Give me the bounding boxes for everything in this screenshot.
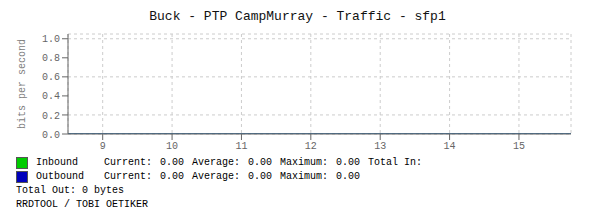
html-text:Maximum:: Maximum: — [280, 171, 329, 182]
svg-text:0.0: 0.0 — [42, 130, 60, 141]
html-text:0.00: 0.00 — [248, 157, 273, 168]
html-text:Maximum:: Maximum: — [280, 157, 329, 168]
html-text:0.00: 0.00 — [336, 157, 361, 168]
svg-text:14: 14 — [444, 141, 456, 152]
svg-text:9: 9 — [100, 141, 106, 152]
svg-text:10: 10 — [166, 141, 178, 152]
html-text:0.00: 0.00 — [160, 157, 184, 168]
html-text:Total Out: 0 bytes: Total Out: 0 bytes — [16, 185, 124, 196]
svg-text:1.0: 1.0 — [42, 34, 60, 45]
html-text:Buck - PTP CampMurray - Traffi: Buck - PTP CampMurray - Traffic - sfp1 — [149, 9, 446, 24]
svg-text:0.2: 0.2 — [42, 111, 60, 122]
svg-text:12: 12 — [305, 141, 317, 152]
html-text:0.00: 0.00 — [160, 171, 184, 182]
html-text:Total In:: Total In: — [368, 157, 423, 168]
html-text:Outbound: Outbound — [36, 171, 84, 182]
svg-text:15: 15 — [513, 141, 525, 152]
svg-text:0.4: 0.4 — [42, 91, 60, 102]
html-text:0.00: 0.00 — [248, 171, 273, 182]
html-text:0.00: 0.00 — [336, 171, 361, 182]
svg-text:11: 11 — [235, 141, 247, 152]
html-text:RRDTOOL / TOBI OETIKER: RRDTOOL / TOBI OETIKER — [16, 199, 148, 210]
html-text:Current:: Current: — [104, 171, 152, 182]
svg-text:0.6: 0.6 — [42, 72, 60, 83]
svg-text:0.8: 0.8 — [42, 53, 60, 64]
html-text:Average:: Average: — [192, 157, 240, 168]
svg-text:13: 13 — [374, 141, 386, 152]
html-text:Average:: Average: — [192, 171, 240, 182]
html-text:Current:: Current: — [104, 157, 152, 168]
svg-text:bits per second: bits per second — [17, 39, 28, 129]
html-text:Inbound: Inbound — [36, 157, 78, 168]
